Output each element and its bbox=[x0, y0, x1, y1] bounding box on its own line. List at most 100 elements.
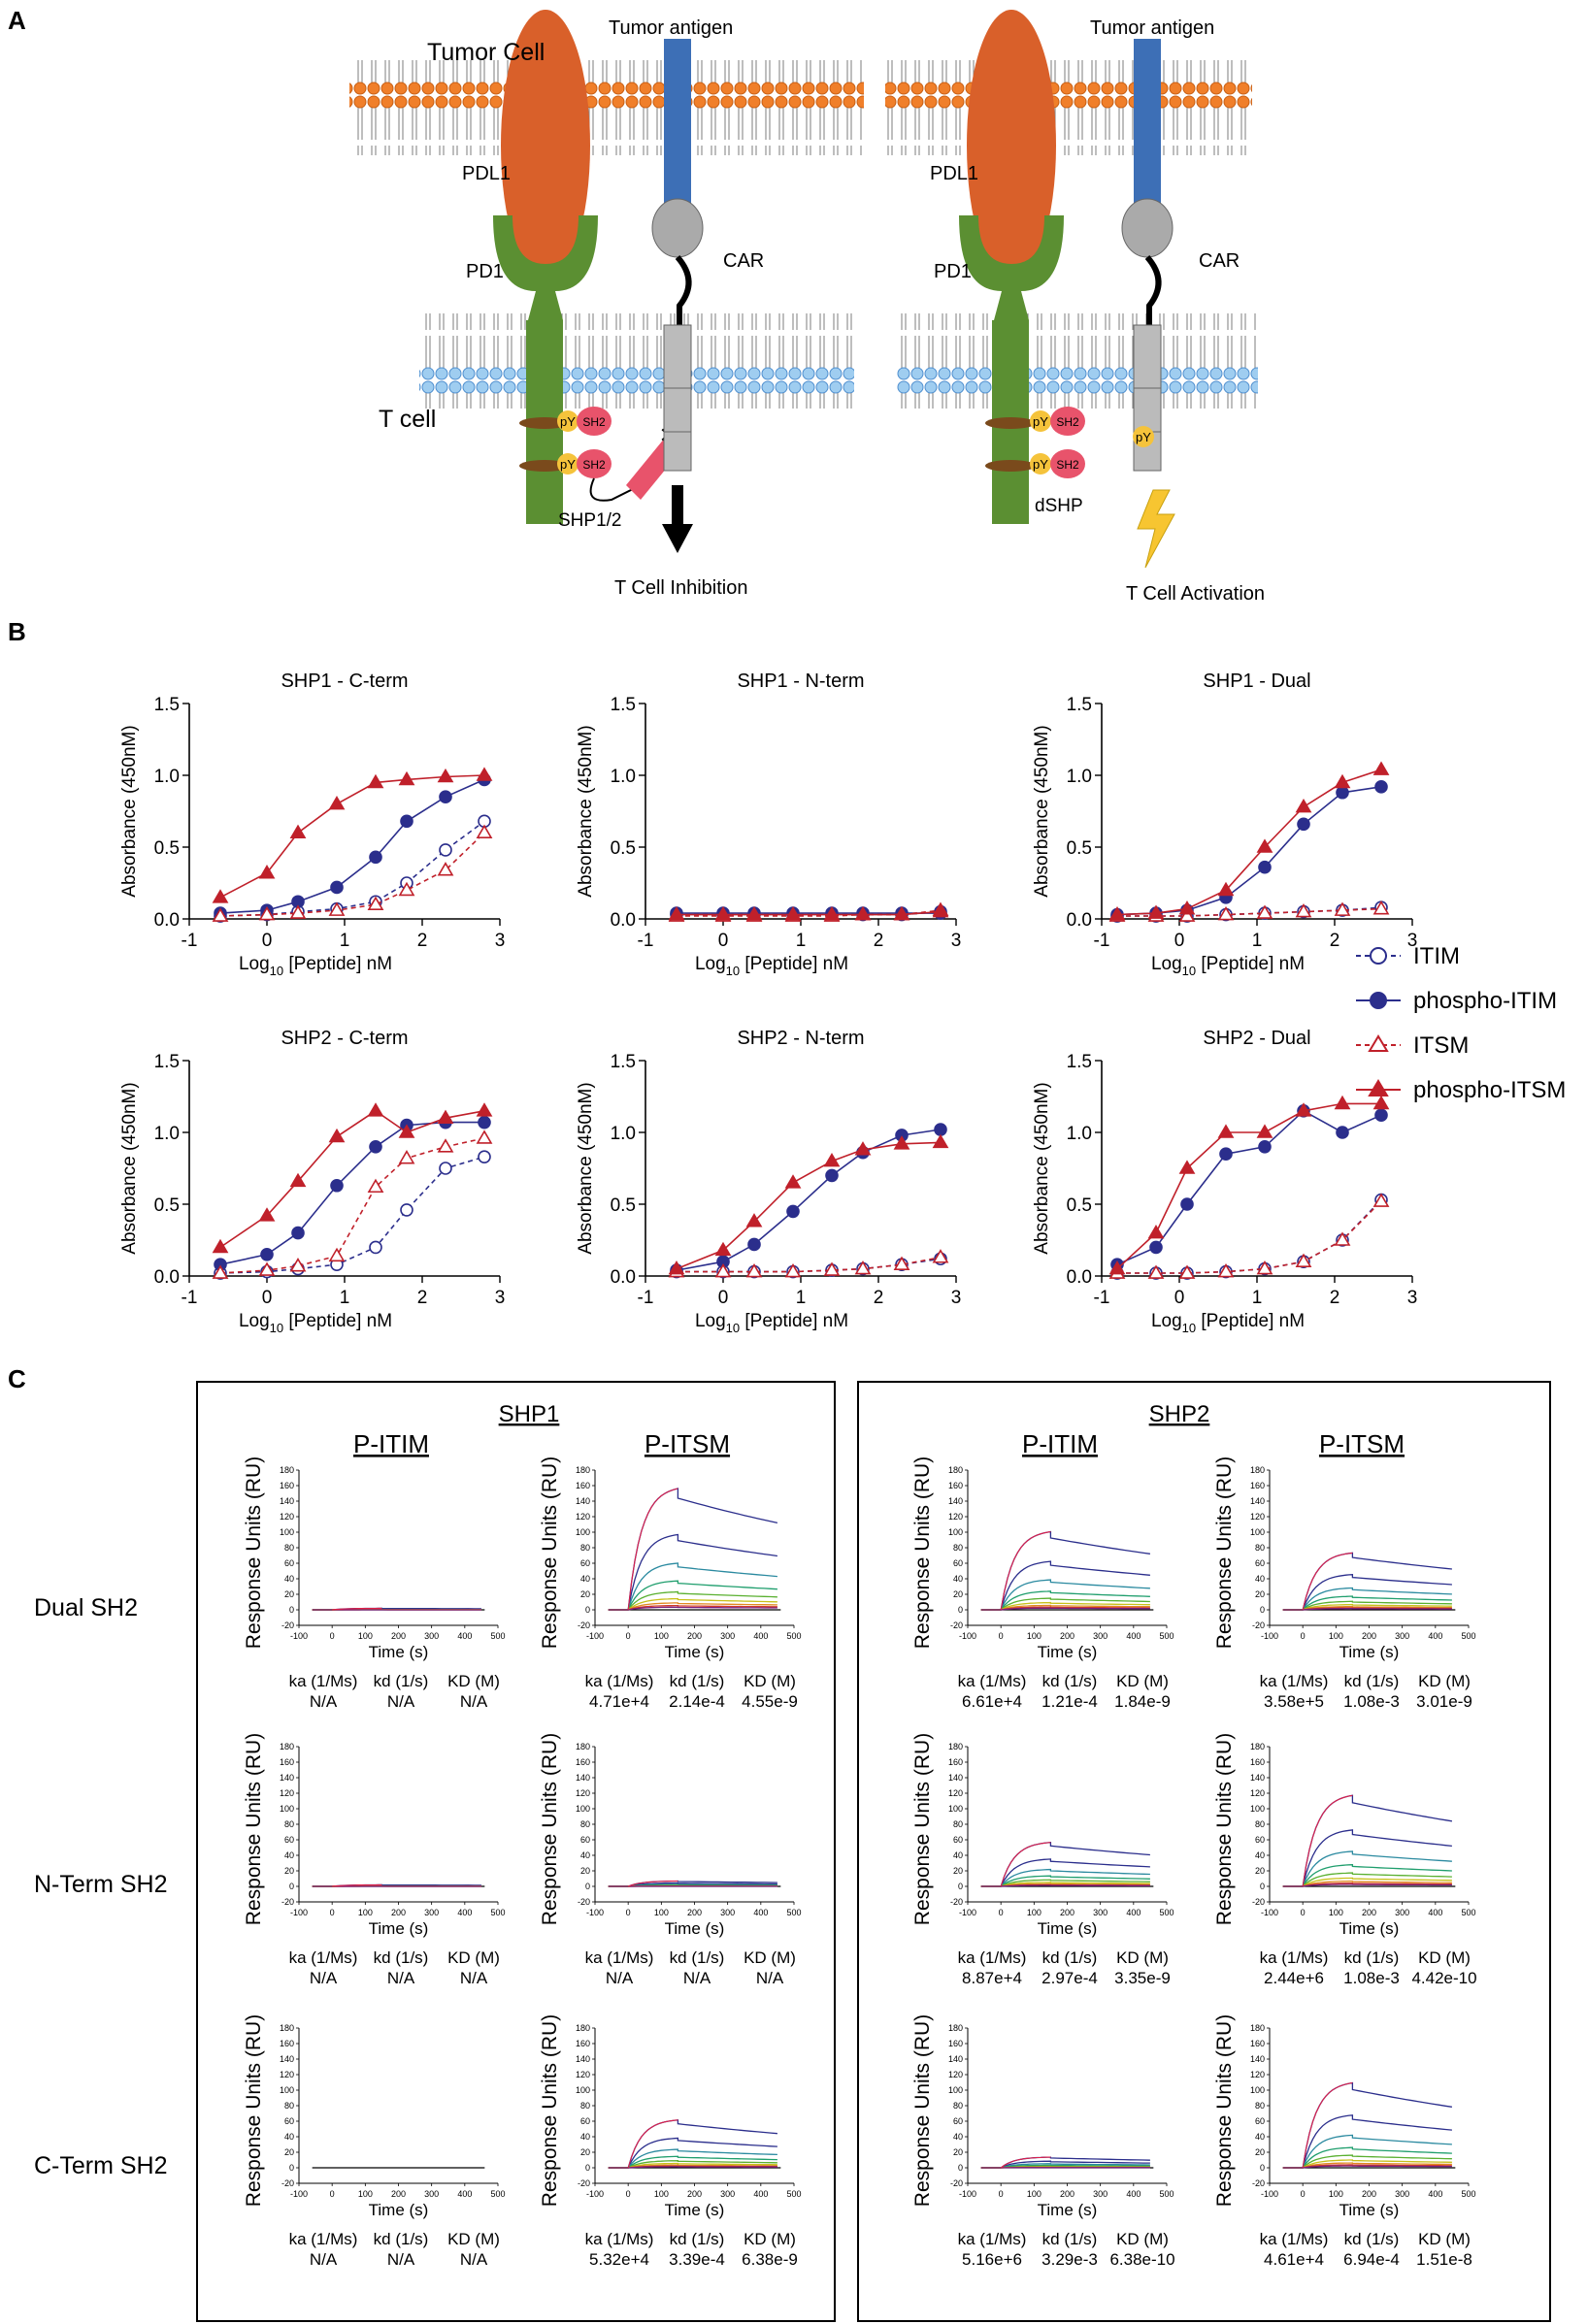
x-tick-label: -1 bbox=[638, 931, 654, 951]
x-tick-label: 300 bbox=[1395, 2189, 1409, 2199]
car-py-circle bbox=[1133, 426, 1154, 447]
legend-label: ITIM bbox=[1413, 943, 1460, 969]
sensorgram-3: -20 0 20 40 60 80 100 120 140 160 180 -100 0 100 200 30… bbox=[1213, 1457, 1476, 1711]
kinetic-header: ka (1/Ms) bbox=[289, 1672, 358, 1690]
sensorgram-trace bbox=[608, 2119, 777, 2169]
panel-b-legend: ITIM phospho-ITIM ITSM phospho-ITSM bbox=[1356, 943, 1566, 1103]
data-point-phospho-ITSM bbox=[289, 1172, 307, 1188]
x-tick-label: 1 bbox=[796, 1288, 807, 1308]
data-point-phospho-ITIM bbox=[369, 850, 382, 865]
x-tick-label: 300 bbox=[424, 1908, 439, 1917]
kinetic-value-ka: 4.71e+4 bbox=[589, 1692, 649, 1711]
data-point-ITIM bbox=[439, 843, 452, 857]
y-tick-label: 80 bbox=[284, 1543, 294, 1553]
data-point-phospho-ITIM bbox=[786, 1204, 800, 1219]
data-point-phospho-ITSM bbox=[1372, 1095, 1390, 1110]
panel-b-label: B bbox=[8, 617, 26, 646]
sensorgram-2: -20 0 20 40 60 80 100 120 140 160 180 -100 0 100 200 30… bbox=[911, 1457, 1174, 1711]
kinetic-value-ka: 8.87e+4 bbox=[962, 1969, 1022, 1987]
tumor-antigen-label-right: Tumor antigen bbox=[1090, 17, 1214, 39]
data-point-phospho-ITSM bbox=[1295, 1102, 1312, 1117]
x-tick-label: 0 bbox=[262, 931, 273, 951]
y-tick-label: 40 bbox=[1255, 2132, 1265, 2142]
sensorgram-7: -20 0 20 40 60 80 100 120 140 160 180 -100 0 100 200 30… bbox=[1213, 1733, 1477, 1987]
x-tick-label: 200 bbox=[1362, 2189, 1376, 2199]
data-point-ITIM bbox=[369, 1240, 382, 1255]
y-tick-label: 1.0 bbox=[1067, 1124, 1092, 1144]
kinetic-value-KD: 6.38e-10 bbox=[1109, 2250, 1174, 2269]
column-title: P-ITIM bbox=[353, 1429, 429, 1458]
y-tick-label: 0.0 bbox=[611, 910, 636, 931]
sensorgram-trace bbox=[980, 1606, 1150, 1611]
column-title: P-ITIM bbox=[1022, 1429, 1098, 1458]
fit-trace bbox=[1302, 1552, 1353, 1611]
x-label-sub: 10 bbox=[726, 1321, 740, 1335]
y-tick-label: 1.0 bbox=[154, 1124, 180, 1144]
data-point-ITSM bbox=[1217, 905, 1235, 921]
sensorgram-trace bbox=[1282, 1883, 1452, 1887]
sensorgram-trace bbox=[1282, 1552, 1452, 1611]
y-tick-label: 100 bbox=[280, 1527, 294, 1537]
sensorgram-trace bbox=[1282, 1850, 1452, 1887]
kinetic-value-ka: N/A bbox=[310, 1692, 338, 1711]
y-tick-label: 100 bbox=[948, 1527, 963, 1537]
data-point-phospho-ITIM bbox=[439, 790, 452, 804]
data-point-phospho-ITSM bbox=[893, 1135, 910, 1150]
x-tick-label: 200 bbox=[1362, 1908, 1376, 1917]
kinetic-header: ka (1/Ms) bbox=[289, 1948, 358, 1967]
data-point-phospho-ITSM bbox=[367, 1102, 384, 1117]
sensorgram-trace bbox=[1282, 2134, 1452, 2169]
data-point-ITSM bbox=[1217, 1262, 1235, 1278]
car-scfv-right bbox=[1121, 198, 1174, 258]
x-tick-label: -1 bbox=[638, 1288, 654, 1308]
data-point-phospho-ITSM bbox=[1178, 1160, 1196, 1174]
data-point-phospho-ITSM bbox=[212, 1238, 229, 1254]
car-scfv-left bbox=[651, 198, 704, 258]
sensorgram-trace bbox=[608, 1590, 777, 1611]
data-point-ITIM bbox=[400, 1203, 413, 1217]
x-label-log: Log bbox=[695, 1311, 726, 1331]
x-tick-label: 0 bbox=[1301, 1908, 1306, 1917]
chart-title: SHP2 - Dual bbox=[1203, 1028, 1310, 1049]
tcell-membrane-left bbox=[419, 313, 854, 409]
x-label-rest: [Peptide] nM bbox=[740, 1311, 848, 1331]
x-tick-label: 3 bbox=[1407, 1288, 1418, 1308]
chart-3: SHP2 - C-term 0.0 0.5 1.0 1.5 -1 0 1 2 3 Absorbanc… bbox=[119, 1028, 505, 1335]
inhibition-arrow-shaft bbox=[672, 485, 683, 524]
x-tick-label: -100 bbox=[586, 1908, 604, 1917]
py-label-1-right: pY bbox=[1033, 414, 1048, 429]
group-title-shp1: SHP1 bbox=[499, 1401, 560, 1427]
y-tick-label: 140 bbox=[948, 1773, 963, 1783]
sensorgram-10: -20 0 20 40 60 80 100 120 140 160 180 -100 0 100 200 30… bbox=[911, 2014, 1175, 2269]
sensorgram-trace bbox=[608, 1602, 777, 1611]
x-tick-label: -100 bbox=[586, 1631, 604, 1641]
sensorgram-trace bbox=[980, 1530, 1150, 1611]
sensorgram-trace bbox=[608, 2137, 777, 2169]
kinetic-value-ka: N/A bbox=[310, 2250, 338, 2269]
y-tick-label: 100 bbox=[948, 1804, 963, 1814]
y-tick-label: 120 bbox=[280, 1788, 294, 1798]
sensorgram-trace bbox=[608, 1488, 778, 1611]
x-tick-label: 400 bbox=[753, 1631, 768, 1641]
sensorgram-trace bbox=[608, 2164, 777, 2169]
row-label: Dual SH2 bbox=[34, 1594, 138, 1621]
x-tick-label: 200 bbox=[1060, 1908, 1075, 1917]
sh2-label-2-right: SH2 bbox=[1056, 458, 1079, 472]
fit-trace bbox=[627, 2119, 678, 2169]
kinetic-header: KD (M) bbox=[1116, 1948, 1169, 1967]
tumor-membrane-right bbox=[885, 60, 1252, 155]
x-tick-label: 300 bbox=[424, 1631, 439, 1641]
data-point-phospho-ITSM bbox=[823, 905, 841, 921]
x-tick-label: 3 bbox=[495, 931, 506, 951]
kinetic-value-ka: 2.44e+6 bbox=[1264, 1969, 1324, 1987]
y-tick-label: 40 bbox=[580, 1850, 590, 1860]
data-point-ITSM bbox=[932, 1249, 949, 1263]
py-circle-2-right bbox=[1030, 453, 1051, 475]
y-axis-label: Absorbance (450nM) bbox=[576, 725, 596, 897]
series-line-phospho-ITSM bbox=[677, 910, 942, 916]
x-tick-label: 0 bbox=[330, 1631, 335, 1641]
sensorgram-trace bbox=[608, 1604, 777, 1611]
data-point-ITSM bbox=[893, 1256, 910, 1270]
legend-marker bbox=[1370, 947, 1387, 965]
